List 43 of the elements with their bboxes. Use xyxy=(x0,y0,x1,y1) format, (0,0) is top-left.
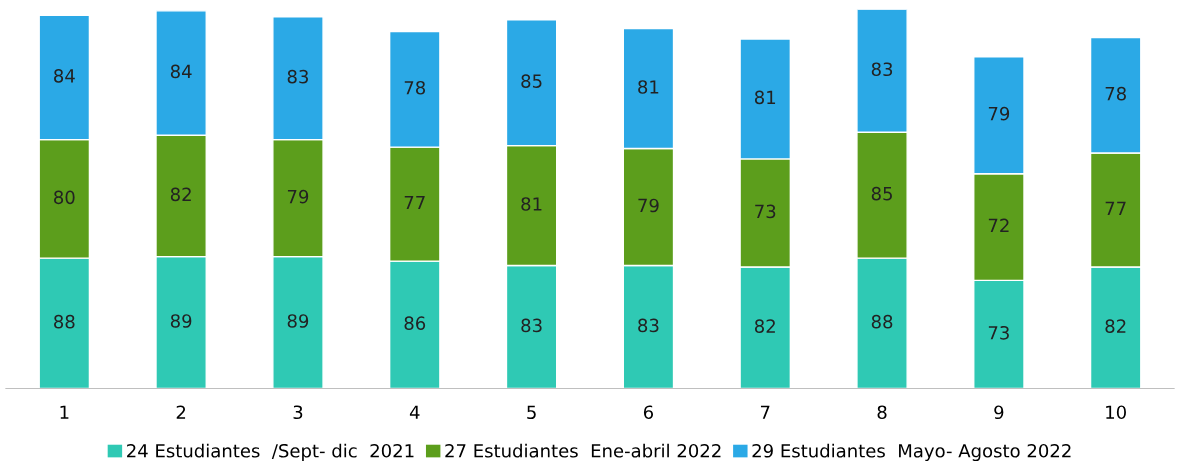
data-label: 89 xyxy=(170,314,192,328)
data-label: 83 xyxy=(287,69,308,84)
data-label: 83 xyxy=(871,62,893,77)
data-label: 79 xyxy=(638,198,659,213)
data-label: 85 xyxy=(871,186,892,201)
data-label: 73 xyxy=(988,325,1009,340)
data-label: 88 xyxy=(54,314,75,329)
x-tick-label: 10 xyxy=(1106,405,1126,420)
data-label: 81 xyxy=(521,197,542,211)
legend-label: 24 Estudiantes /Sept- dic 2021 xyxy=(127,443,414,462)
data-label: 83 xyxy=(521,318,542,333)
data-label: 89 xyxy=(287,314,309,328)
data-label: 78 xyxy=(1105,86,1126,101)
data-label: 78 xyxy=(404,80,426,95)
data-label: 77 xyxy=(404,195,425,210)
legend-label: 27 Estudiantes Ene-abril 2022 xyxy=(445,443,721,458)
data-label: 82 xyxy=(170,187,191,202)
x-tick-label: 8 xyxy=(877,405,887,420)
data-label: 88 xyxy=(871,314,893,329)
data-label: 77 xyxy=(1105,201,1126,215)
data-label: 85 xyxy=(521,74,542,88)
data-label: 82 xyxy=(1105,319,1126,333)
x-tick-label: 3 xyxy=(293,405,303,420)
x-tick-label: 7 xyxy=(760,405,770,419)
x-tick-label: 2 xyxy=(176,405,186,419)
x-tick-label: 4 xyxy=(409,405,420,419)
data-label: 84 xyxy=(170,64,192,79)
x-tick-label: 1 xyxy=(60,405,69,419)
data-label: 79 xyxy=(988,106,1010,121)
data-label: 73 xyxy=(755,204,776,219)
data-label: 83 xyxy=(638,318,659,333)
data-label: 72 xyxy=(988,218,1009,233)
legend-label: 29 Estudiantes Mayo- Agosto 2022 xyxy=(752,443,1071,462)
data-label: 81 xyxy=(638,80,659,94)
data-label: 80 xyxy=(54,190,75,205)
data-label: 82 xyxy=(754,319,775,333)
x-tick-label: 6 xyxy=(643,405,654,420)
x-tick-label: 9 xyxy=(994,405,1004,420)
data-label: 84 xyxy=(54,69,75,83)
data-label: 79 xyxy=(287,189,309,204)
data-label: 86 xyxy=(404,316,426,331)
x-tick-label: 5 xyxy=(527,405,536,420)
data-label: 81 xyxy=(754,90,776,105)
